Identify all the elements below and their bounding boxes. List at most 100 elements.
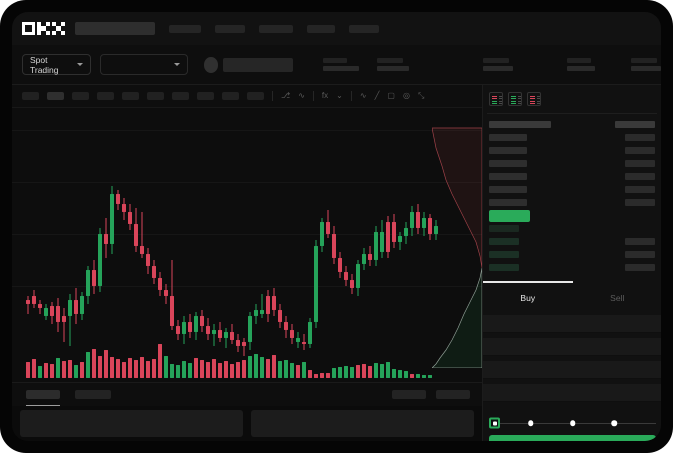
timeframe-5[interactable]	[122, 92, 139, 100]
trading-pair-select[interactable]	[100, 54, 188, 75]
orderbook-price-cell	[489, 251, 519, 258]
orderbook-mode-asks[interactable]	[527, 92, 541, 106]
candle	[170, 108, 174, 330]
chevron-down-icon	[173, 63, 180, 66]
volume-bar	[410, 374, 414, 378]
candle	[206, 108, 210, 340]
volume-bar	[116, 359, 120, 378]
dropdown-chevron-icon[interactable]: ⌄	[336, 91, 343, 100]
timeframe-10[interactable]	[247, 92, 264, 100]
nav-item-2[interactable]	[215, 24, 245, 33]
candle	[152, 108, 156, 318]
volume-bar	[338, 367, 342, 378]
orderbook-trade-panel: Buy Sell	[482, 85, 661, 441]
field-total[interactable]	[483, 384, 661, 402]
tab-sell[interactable]: Sell	[610, 293, 625, 303]
volume-bar	[50, 364, 54, 378]
orderbook-ask-row[interactable]	[489, 157, 655, 170]
app-screen: Spot Trading	[12, 12, 661, 441]
timeframe-1[interactable]	[22, 92, 39, 100]
buy-submit-button[interactable]	[489, 435, 656, 441]
orderbook-amount-cell	[625, 199, 655, 206]
orderbook-amount-cell	[625, 134, 655, 141]
candle	[212, 108, 216, 346]
price-chart[interactable]	[12, 108, 482, 382]
timeframe-7[interactable]	[172, 92, 189, 100]
candle	[368, 108, 372, 318]
orderbook-bid-row[interactable]	[489, 248, 655, 261]
search-input[interactable]	[75, 22, 155, 35]
spot-trading-dropdown[interactable]: Spot Trading	[22, 54, 92, 75]
orderbook-ask-row[interactable]	[489, 131, 655, 144]
candlestick-type-icon[interactable]: ⎇	[281, 91, 291, 100]
slider-handle[interactable]	[489, 417, 500, 429]
tab-order-history[interactable]	[75, 390, 111, 399]
drawing-tools-icon[interactable]: ╱	[374, 91, 380, 100]
bottom-panel-right[interactable]	[251, 410, 474, 437]
orderbook-ask-row[interactable]	[489, 183, 655, 196]
orderbook-mode-bids[interactable]	[508, 92, 522, 106]
volume-bar	[326, 373, 330, 378]
action-more[interactable]	[436, 390, 470, 399]
volume-bar	[104, 350, 108, 378]
volume-bar	[38, 366, 42, 378]
timeframe-6[interactable]	[147, 92, 164, 100]
slider-dot-50[interactable]	[569, 420, 576, 426]
field-price[interactable]	[483, 338, 661, 356]
chart-style-icon[interactable]: ∿	[298, 91, 305, 100]
timeframe-8[interactable]	[197, 92, 214, 100]
candle	[182, 108, 186, 344]
timeframe-2[interactable]	[47, 92, 64, 100]
volume-bar	[380, 364, 384, 378]
slider-dot-75[interactable]	[611, 420, 617, 426]
orderbook-bid-row[interactable]	[489, 235, 655, 248]
volume-bar	[224, 361, 228, 378]
orderbook-bid-row[interactable]	[489, 222, 655, 235]
candle	[74, 108, 78, 324]
bottom-panel-left[interactable]	[20, 410, 243, 437]
orderbook-ask-row[interactable]	[489, 170, 655, 183]
field-amount[interactable]	[483, 361, 661, 379]
timeframe-9[interactable]	[222, 92, 239, 100]
order-book[interactable]	[483, 118, 661, 274]
volume-bar	[92, 349, 96, 378]
nav-item-3[interactable]	[259, 24, 293, 33]
amount-slider[interactable]	[489, 417, 656, 429]
timeframe-4[interactable]	[97, 92, 114, 100]
candle	[50, 108, 54, 324]
volume-bar	[236, 362, 240, 378]
candle	[374, 108, 378, 318]
depth-chart-svg	[432, 127, 482, 368]
slider-dot-25[interactable]	[528, 420, 534, 426]
volume-bar	[32, 359, 36, 378]
orderbook-mode-both[interactable]	[489, 92, 503, 106]
tab-open-orders[interactable]	[26, 390, 60, 406]
volume-bar	[308, 370, 312, 378]
nav-item-1[interactable]	[169, 24, 201, 33]
candle	[320, 108, 324, 318]
candle	[68, 108, 72, 346]
volume-bar	[188, 363, 192, 378]
nav-item-5[interactable]	[349, 24, 379, 33]
okx-logo-icon[interactable]	[22, 22, 65, 35]
volume-bar	[332, 368, 336, 378]
camera-icon[interactable]: ▢	[387, 91, 395, 100]
candle	[32, 108, 36, 318]
top-navigation-bar	[12, 12, 661, 45]
orderbook-ask-row[interactable]	[489, 196, 655, 209]
volume-bar	[128, 358, 132, 378]
timeframe-3[interactable]	[72, 92, 89, 100]
slider-track	[497, 422, 656, 424]
tab-buy[interactable]: Buy	[483, 281, 573, 311]
action-hide-other-pairs[interactable]	[392, 390, 426, 399]
orderbook-header-row	[489, 118, 655, 131]
line-chart-icon[interactable]: ∿	[359, 91, 367, 100]
nav-item-4[interactable]	[307, 24, 335, 33]
field-order-type[interactable]	[483, 315, 661, 333]
volume-bar	[158, 344, 162, 378]
fullscreen-icon[interactable]: ⤡	[417, 91, 425, 100]
settings-icon[interactable]: ◎	[402, 91, 410, 100]
orderbook-ask-row[interactable]	[489, 144, 655, 157]
orderbook-bid-row[interactable]	[489, 261, 655, 274]
indicators-icon[interactable]: fx	[321, 91, 329, 100]
